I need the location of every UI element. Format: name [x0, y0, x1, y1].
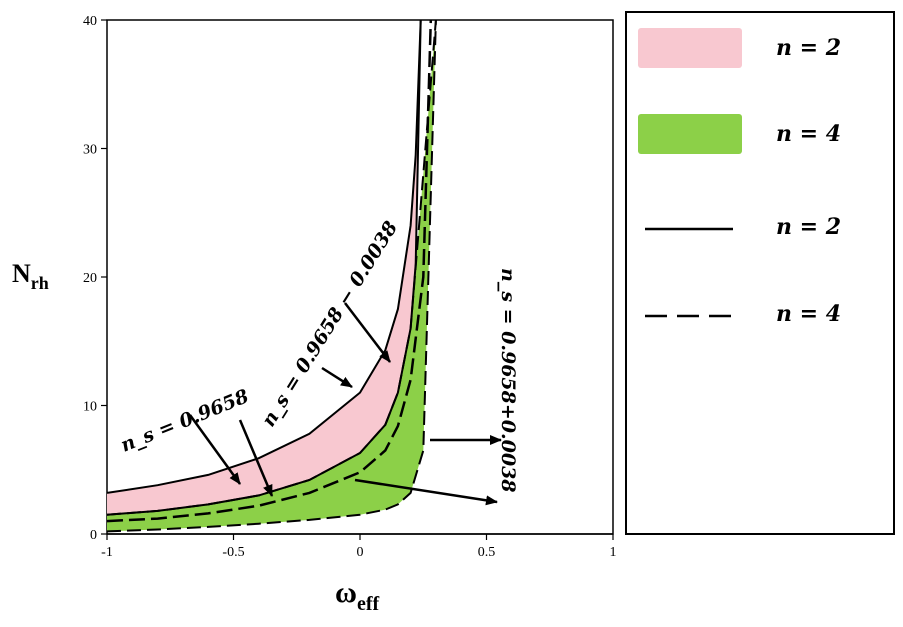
- annotation-arrows: [188, 302, 502, 506]
- curve-n2-upper: [107, 20, 422, 494]
- legend-label-0: n = 2: [776, 35, 841, 61]
- x-tick-label: 0: [357, 545, 364, 560]
- x-tick-label: 1: [610, 545, 617, 560]
- curves-layer: [107, 20, 437, 533]
- x-tick-label: -0.5: [222, 545, 244, 560]
- legend-label-2: n = 2: [776, 214, 841, 240]
- y-tick-label: 20: [83, 271, 97, 286]
- curve-n4-lower: [107, 20, 437, 533]
- y-tick-label: 10: [83, 400, 97, 415]
- y-tick-label: 40: [83, 14, 97, 29]
- y-axis-title: Nrh: [12, 259, 49, 293]
- curve-n4-upper: [107, 20, 437, 516]
- legend-swatch-green: [638, 114, 742, 154]
- bands-layer: [107, 20, 436, 532]
- y-tick-label: 30: [83, 143, 97, 158]
- legend-label-1: n = 4: [776, 121, 841, 147]
- y-ticks: 0 10 20 30 40: [83, 14, 107, 543]
- x-ticks: -1 -0.5 0 0.5 1: [101, 534, 617, 560]
- arrow-central-1: [188, 414, 242, 485]
- annotation-ns-plus: n_s = 0.9658+0.0038: [497, 268, 519, 493]
- x-tick-label: 0.5: [478, 545, 496, 560]
- arrow-central-2: [238, 419, 274, 497]
- arrow-plus-2: [354, 478, 498, 506]
- curve-central-n4: [107, 20, 433, 523]
- band-n4: [107, 20, 436, 532]
- x-axis-title: ωeff: [335, 576, 379, 615]
- legend-box: [625, 11, 895, 535]
- arrow-minus-1: [321, 366, 353, 389]
- y-tick-label: 0: [90, 528, 97, 543]
- x-tick-label: -1: [101, 545, 113, 560]
- legend-label-3: n = 4: [776, 301, 841, 327]
- legend-swatch-pink: [638, 28, 742, 68]
- arrow-minus-2: [344, 302, 391, 363]
